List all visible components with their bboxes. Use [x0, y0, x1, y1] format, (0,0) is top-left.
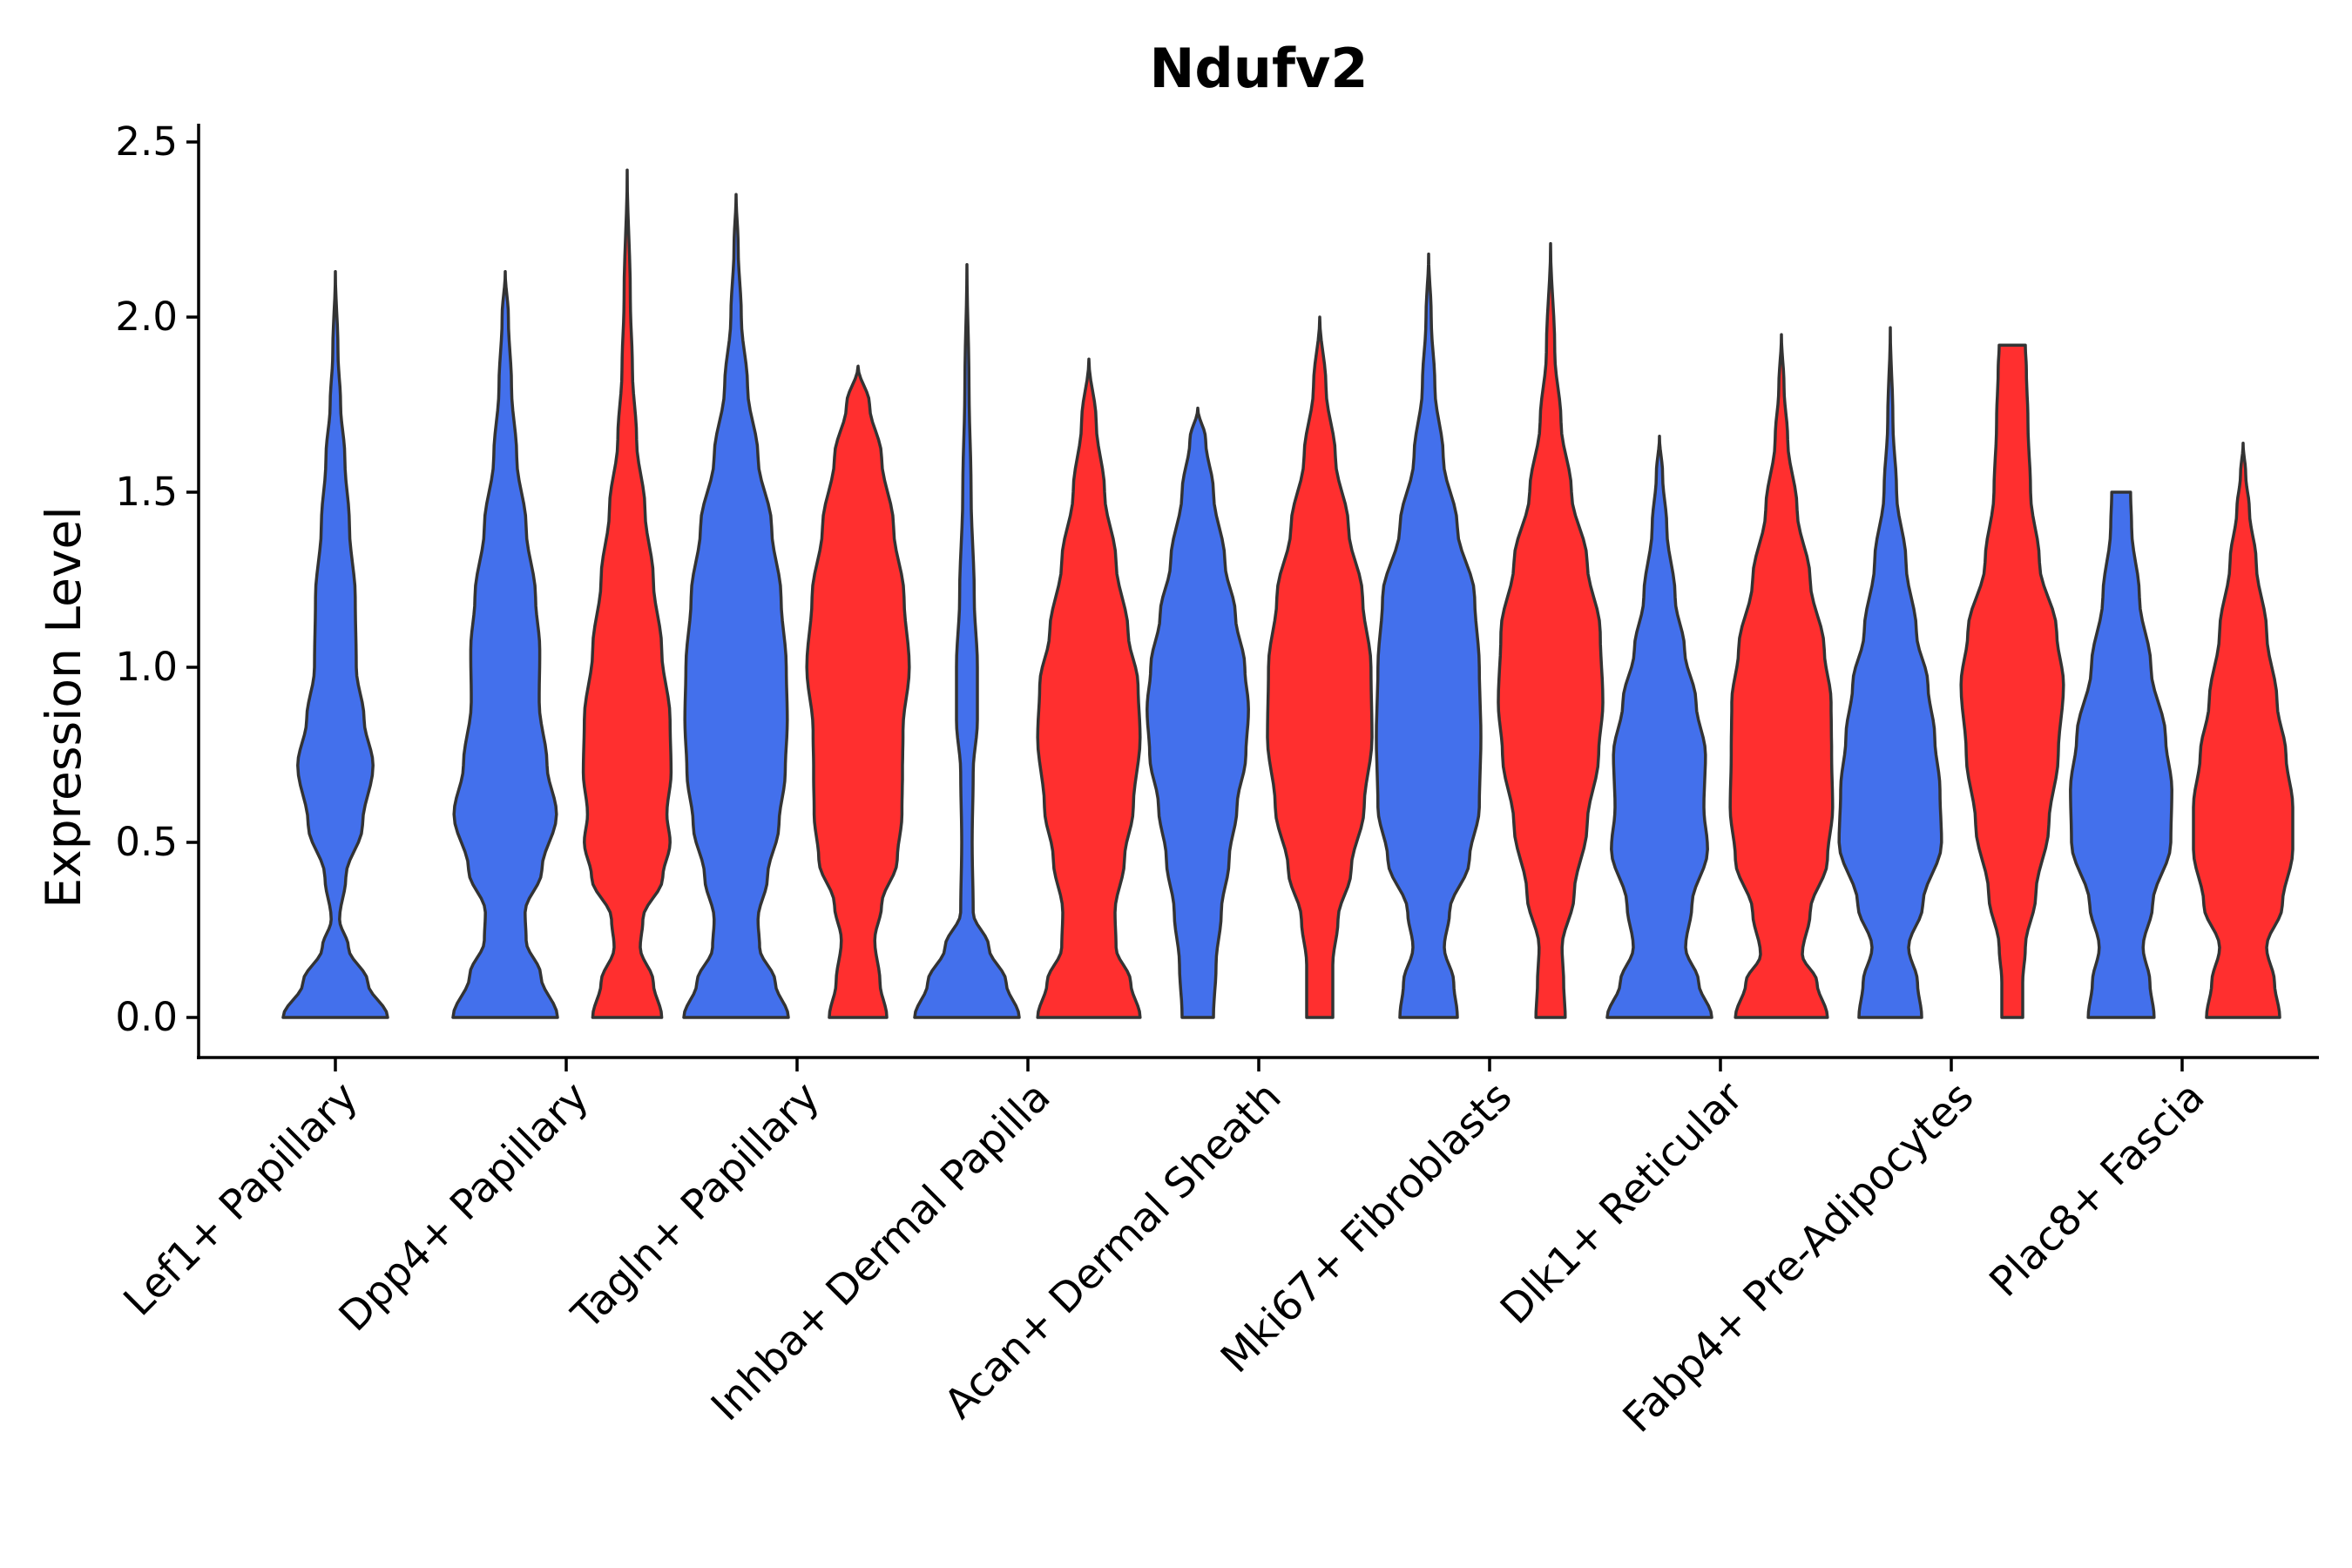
y-tick-label: 0.5 — [115, 819, 178, 865]
violin-tagln-papillary-group2 — [805, 364, 911, 1019]
violin-dlk1-reticular-group1 — [1605, 434, 1713, 1019]
y-tick-label: 1.0 — [115, 644, 178, 690]
violin-dpp4-papillary-group1 — [451, 269, 559, 1019]
violin-dpp4-papillary-group2 — [581, 168, 673, 1019]
violin-plac8-fascia-group2 — [2192, 441, 2295, 1019]
x-tick-label-dpp4-papillary: Dpp4+ Papillary — [330, 1073, 598, 1342]
violin-dlk1-reticular-group2 — [1728, 333, 1835, 1019]
chart-title: Ndufv2 — [1150, 37, 1369, 100]
y-axis-ticks: 0.0 0.5 1.0 1.5 2.0 2.5 — [115, 118, 199, 1040]
violin-tagln-papillary-group1 — [682, 193, 790, 1019]
violin-mki67-fibroblasts-group1 — [1375, 252, 1483, 1019]
violin-acan-dermal-sheath-group1 — [1146, 406, 1250, 1019]
y-tick-label: 2.5 — [115, 118, 178, 165]
y-tick-label: 0.0 — [115, 994, 178, 1040]
violin-plac8-fascia-group1 — [2069, 490, 2173, 1019]
violin-inhba-dermal-papilla-group2 — [1036, 357, 1142, 1019]
y-tick-label: 2.0 — [115, 294, 178, 340]
y-axis-label: Expression Level — [36, 506, 91, 908]
violin-lef1-papillary-group1 — [281, 269, 389, 1019]
violin-fabp4-pre-adipocytes-group2 — [1959, 343, 2065, 1019]
violin-acan-dermal-sheath-group2 — [1266, 315, 1374, 1019]
x-tick-label-plac8-fascia: Plac8+ Fascia — [1981, 1073, 2214, 1307]
violin-fabp4-pre-adipocytes-group1 — [1837, 326, 1943, 1019]
violin-mki67-fibroblasts-group2 — [1497, 241, 1605, 1019]
x-tick-label-tagln-papillary: Tagln+ Papillary — [563, 1073, 829, 1340]
violin-inhba-dermal-papilla-group1 — [913, 262, 1021, 1019]
y-tick-label: 1.5 — [115, 469, 178, 515]
x-tick-label-dlk1-reticular: Dlk1+ Reticular — [1491, 1072, 1753, 1334]
x-tick-label-lef1-papillary: Lef1+ Papillary — [115, 1073, 368, 1326]
violins-layer — [281, 168, 2295, 1019]
